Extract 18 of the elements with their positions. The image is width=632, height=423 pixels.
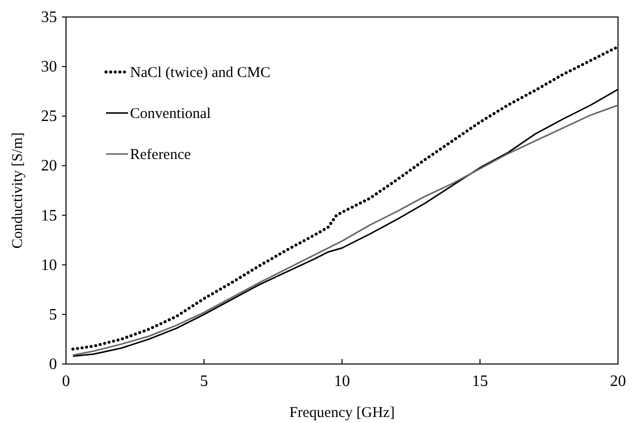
- y-tick-label: 15: [41, 207, 57, 224]
- y-tick-label: 0: [49, 356, 57, 373]
- x-axis-title: Frequency [GHz]: [289, 405, 395, 421]
- x-tick-label: 20: [610, 373, 626, 390]
- legend-label: Reference: [130, 147, 192, 163]
- y-tick-label: 20: [41, 158, 57, 175]
- y-tick-label: 35: [41, 9, 57, 26]
- y-tick-label: 10: [41, 256, 57, 274]
- legend-label: Conventional: [130, 106, 211, 122]
- x-tick-label: 5: [200, 373, 208, 390]
- y-tick-label: 5: [49, 306, 57, 324]
- y-tick-label: 30: [41, 58, 57, 76]
- y-axis-title: Conductivity [S/m]: [10, 132, 26, 249]
- y-tick-label: 25: [41, 108, 57, 126]
- x-tick-label: 15: [472, 373, 488, 390]
- legend-label: NaCl (twice) and CMC: [130, 65, 270, 81]
- x-tick-label: 10: [334, 373, 350, 390]
- x-tick-label: 0: [62, 373, 70, 390]
